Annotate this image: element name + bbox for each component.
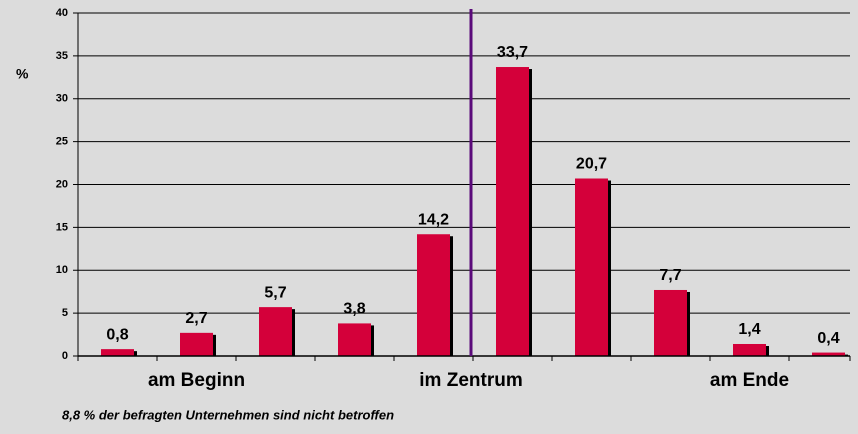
data-label: 0,4 xyxy=(817,330,839,347)
data-label: 33,7 xyxy=(497,44,528,61)
data-label: 7,7 xyxy=(659,267,681,284)
y-tick-label: 10 xyxy=(56,264,68,276)
group-label: am Ende xyxy=(710,370,789,391)
bar xyxy=(575,178,608,356)
data-label: 2,7 xyxy=(185,310,207,327)
bar xyxy=(101,349,134,356)
bar xyxy=(733,343,766,356)
data-label: 1,4 xyxy=(738,321,760,338)
data-label: 0,8 xyxy=(106,326,128,343)
bar xyxy=(417,234,450,356)
y-tick-label: 0 xyxy=(62,350,68,362)
bar xyxy=(812,352,845,356)
data-label: 20,7 xyxy=(576,156,607,173)
data-label: 14,2 xyxy=(418,211,449,228)
y-tick-label: 5 xyxy=(62,307,68,319)
y-axis-label: % xyxy=(16,66,29,82)
y-tick-label: 30 xyxy=(56,93,68,105)
bar xyxy=(338,323,371,356)
bar xyxy=(259,307,292,356)
bar xyxy=(180,332,213,356)
footnote: 8,8 % der befragten Unternehmen sind nic… xyxy=(62,407,394,422)
y-tick-label: 40 xyxy=(56,7,68,19)
data-label: 3,8 xyxy=(343,301,365,318)
y-tick-label: 25 xyxy=(56,136,68,148)
bar xyxy=(496,67,529,357)
y-tick-label: 20 xyxy=(56,178,68,190)
group-label: im Zentrum xyxy=(419,370,522,391)
data-label: 5,7 xyxy=(264,284,286,301)
y-tick-label: 35 xyxy=(56,50,68,62)
group-label: am Beginn xyxy=(148,370,245,391)
y-tick-label: 15 xyxy=(56,221,68,233)
bar xyxy=(654,289,687,356)
